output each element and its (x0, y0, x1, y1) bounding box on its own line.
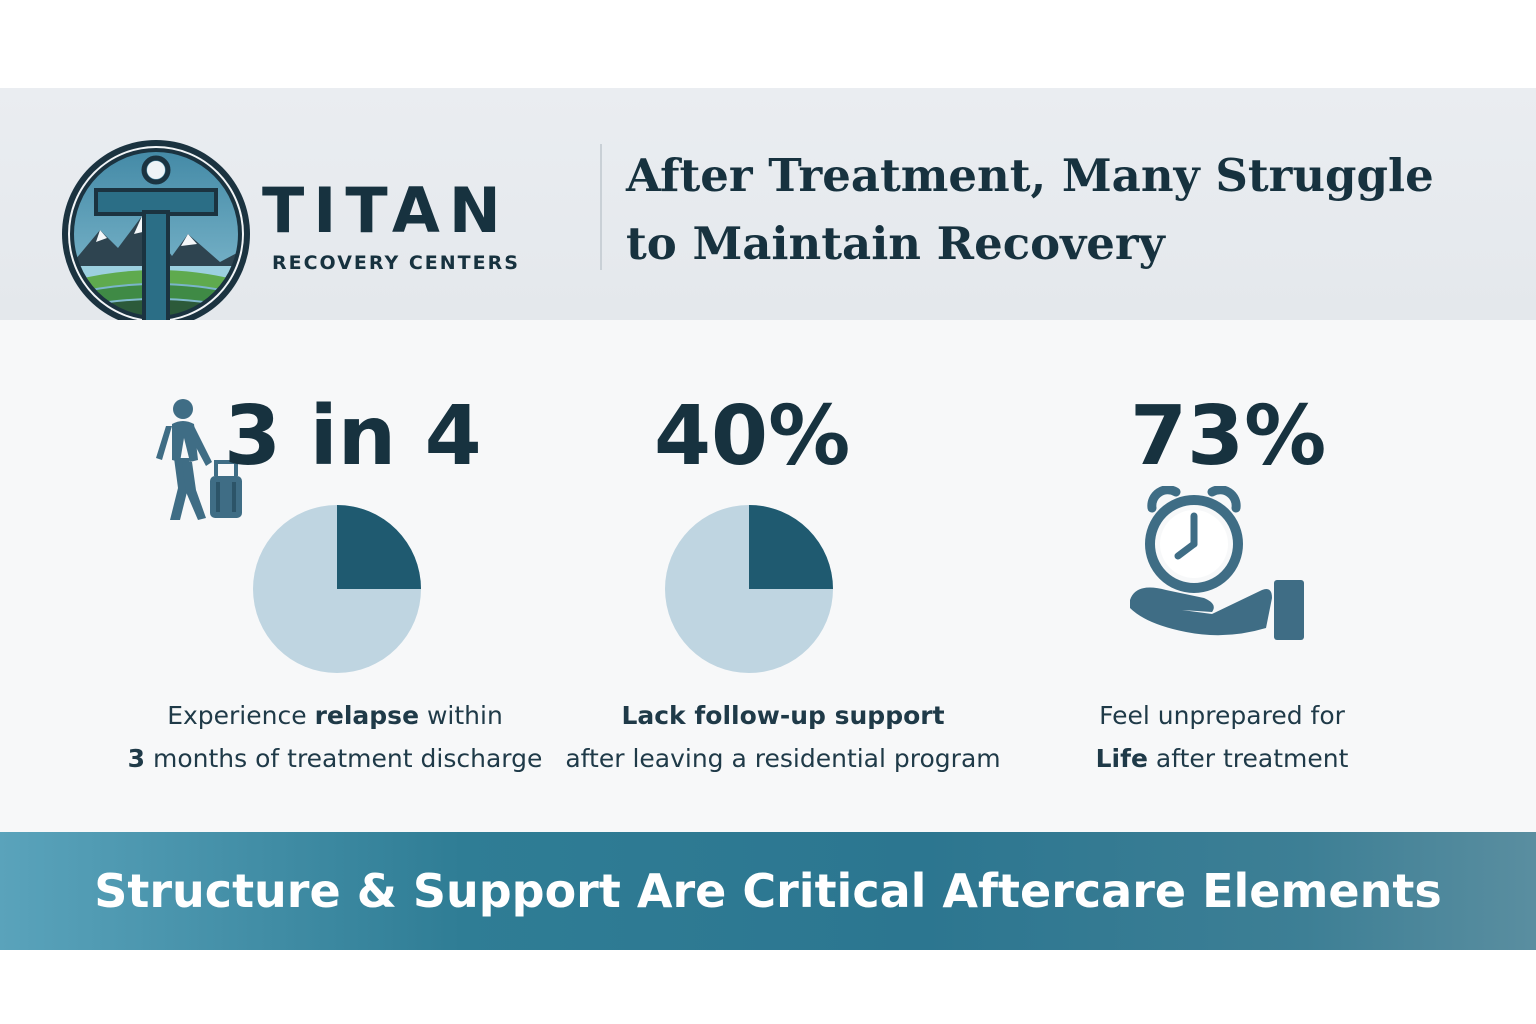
stat-caption-relapse-line-2: 3 months of treatment discharge (100, 737, 570, 780)
stat-caption-unprepared-line-1: Feel unprepared for (1099, 701, 1345, 730)
pie-slice-highlight (749, 505, 833, 589)
stat-caption-follow-up: Lack follow-up support after leaving a r… (550, 694, 1016, 780)
stat-value-relapse: 3 in 4 (224, 389, 482, 484)
brand: TITAN RECOVERY CENTERS (262, 174, 520, 275)
stat-value-unprepared: 73% (1130, 389, 1327, 484)
caption-text: months of treatment discharge (145, 744, 543, 773)
pie-chart-relapse (252, 504, 422, 674)
caption-text: within (419, 701, 503, 730)
page-title-line-1: After Treatment, Many Struggle (626, 149, 1434, 202)
stats-section: 3 in 4 Experience relapse within 3 month… (0, 320, 1536, 832)
stat-value-follow-up: 40% (654, 389, 851, 484)
pie-slice-highlight (337, 505, 421, 589)
stat-caption-relapse: Experience relapse within 3 months of tr… (100, 694, 570, 780)
footer-banner: Structure & Support Are Critical Afterca… (0, 832, 1536, 950)
page-title-line-2: to Maintain Recovery (626, 217, 1165, 270)
stat-caption-follow-up-line-1: Lack follow-up support (550, 694, 1016, 737)
stat-caption-follow-up-line-2: after leaving a residential program (565, 744, 1001, 773)
header: TITAN RECOVERY CENTERS After Treatment, … (0, 88, 1536, 328)
brand-name: TITAN (262, 174, 510, 247)
titan-logo-icon (60, 138, 252, 330)
caption-emphasis: 3 (127, 744, 146, 773)
caption-text: after treatment (1147, 744, 1349, 773)
header-divider (600, 144, 602, 270)
caption-emphasis: Life (1095, 744, 1148, 773)
page-title: After Treatment, Many Struggle to Mainta… (626, 142, 1506, 278)
banner-text: Structure & Support Are Critical Afterca… (94, 864, 1442, 918)
pie-chart-follow-up (664, 504, 834, 674)
stat-caption-unprepared: Feel unprepared for Life after treatment (1000, 694, 1444, 780)
caption-emphasis: Lack follow-up support (621, 701, 945, 730)
person-with-suitcase-icon (150, 398, 250, 522)
stat-caption-unprepared-line-2: Life after treatment (1000, 737, 1444, 780)
caption-emphasis: relapse (314, 701, 420, 730)
caption-text: Experience (167, 701, 315, 730)
stat-caption-relapse-line-1: Experience relapse within (100, 694, 570, 737)
alarm-clock-hand-icon (1126, 485, 1308, 646)
brand-subtitle: RECOVERY CENTERS (272, 252, 520, 274)
